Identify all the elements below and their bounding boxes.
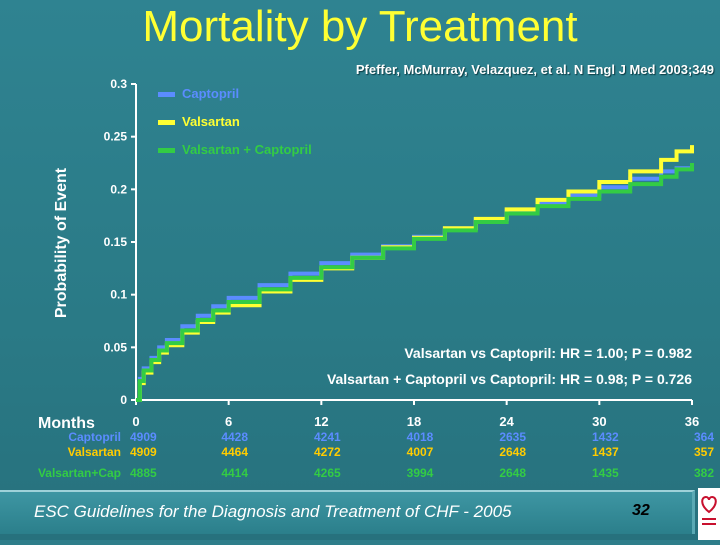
esc-logo — [698, 488, 720, 540]
at-risk-value: 1437 — [592, 445, 619, 459]
legend-swatch — [158, 148, 175, 153]
legend-label: Valsartan — [182, 114, 240, 129]
legend-swatch — [158, 92, 175, 97]
slide-title: Mortality by Treatment — [142, 2, 578, 51]
y-tick-label: 0.2 — [110, 182, 127, 196]
hr-annotation: Valsartan vs Captopril: HR = 1.00; P = 0… — [404, 345, 692, 361]
series-line-3 — [136, 163, 694, 402]
y-tick-label: 0.25 — [104, 130, 128, 144]
x-tick-label: 6 — [225, 414, 232, 429]
x-tick-label: 18 — [407, 414, 421, 429]
y-tick-label: 0.05 — [104, 340, 128, 354]
x-tick-label: 24 — [499, 414, 514, 429]
at-risk-row-label: Valsartan+Cap — [38, 466, 121, 480]
at-risk-value: 4007 — [407, 445, 434, 459]
series-line-2 — [136, 145, 694, 402]
at-risk-row-label: Valsartan — [68, 445, 121, 459]
at-risk-value: 1432 — [592, 430, 619, 444]
y-tick-label: 0.15 — [104, 235, 128, 249]
x-tick-label: 12 — [314, 414, 328, 429]
at-risk-value: 3994 — [407, 466, 434, 480]
footer-text: ESC Guidelines for the Diagnosis and Tre… — [34, 502, 512, 521]
x-tick-label: 36 — [685, 414, 699, 429]
mortality-chart: 0 0.05 0.1 0.15 0.2 0.25 0.3 0 6 12 18 24 30 36 Months… — [38, 77, 714, 480]
at-risk-value: 2648 — [499, 466, 526, 480]
at-risk-row-label: Captopril — [68, 430, 121, 444]
at-risk-value: 4464 — [221, 445, 248, 459]
hr-annotation: Valsartan + Captopril vs Captopril: HR =… — [327, 371, 692, 387]
x-axis-label: Months — [38, 415, 95, 432]
at-risk-value: 4018 — [407, 430, 434, 444]
series-line-1 — [136, 165, 694, 402]
x-tick-label: 30 — [592, 414, 606, 429]
page-number: 32 — [632, 502, 650, 519]
heart-logo-icon — [701, 495, 717, 525]
at-risk-value: 382 — [694, 466, 714, 480]
legend-swatch — [158, 120, 175, 125]
legend-label: Valsartan + Captopril — [182, 142, 312, 157]
at-risk-value: 4265 — [314, 466, 341, 480]
at-risk-value: 4885 — [130, 466, 157, 480]
at-risk-value: 4414 — [221, 466, 248, 480]
at-risk-value: 357 — [694, 445, 714, 459]
y-tick-label: 0 — [120, 393, 127, 407]
y-tick-label: 0.1 — [110, 288, 127, 302]
at-risk-value: 2635 — [499, 430, 526, 444]
at-risk-value: 4241 — [314, 430, 341, 444]
at-risk-value: 4272 — [314, 445, 341, 459]
citation: Pfeffer, McMurray, Velazquez, et al. N E… — [355, 62, 714, 77]
at-risk-value: 4909 — [130, 445, 157, 459]
at-risk-value: 1435 — [592, 466, 619, 480]
footer-bar: ESC Guidelines for the Diagnosis and Tre… — [0, 490, 695, 534]
legend-label: Captopril — [182, 86, 239, 101]
x-tick-label: 0 — [132, 414, 139, 429]
at-risk-value: 4428 — [221, 430, 248, 444]
at-risk-value: 2648 — [499, 445, 526, 459]
at-risk-value: 4909 — [130, 430, 157, 444]
at-risk-value: 364 — [694, 430, 714, 444]
y-tick-label: 0.3 — [110, 77, 127, 91]
